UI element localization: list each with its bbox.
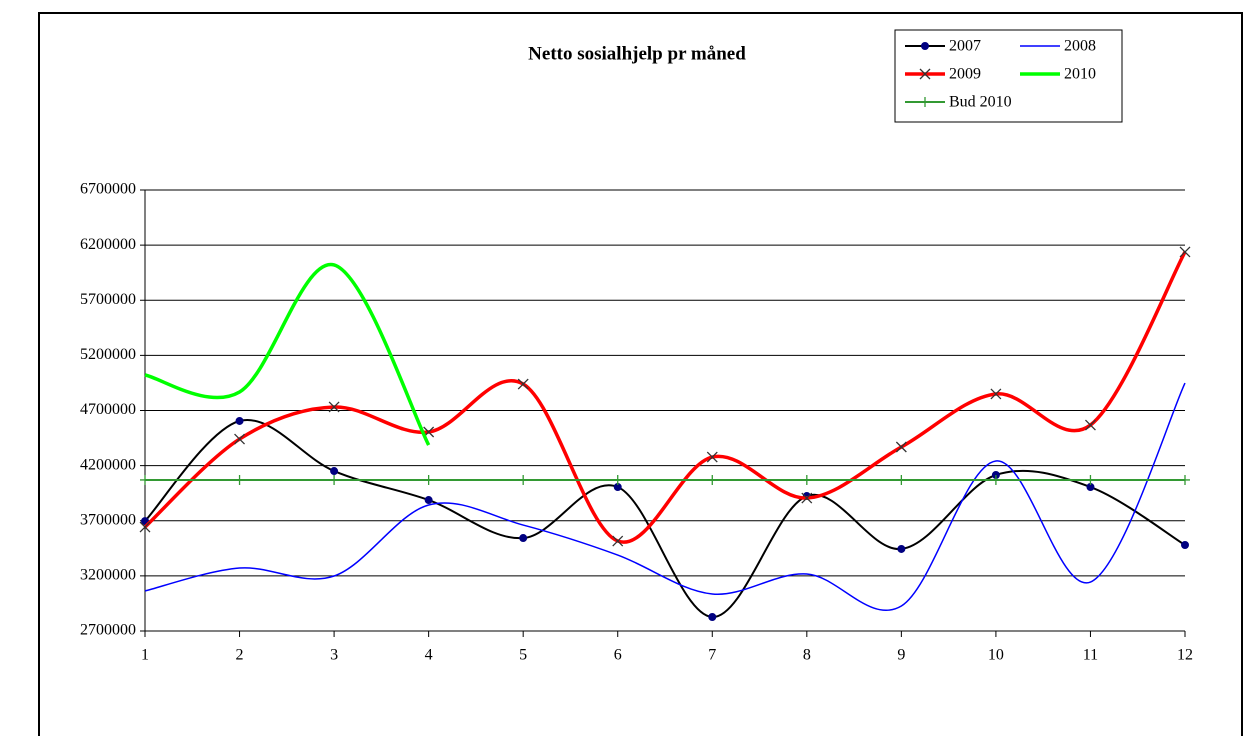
data-point (519, 534, 528, 543)
data-point (612, 535, 624, 547)
x-tick-label: 2 (236, 647, 244, 664)
data-point (897, 544, 906, 553)
data-point (708, 612, 717, 621)
y-tick-label: 4700000 (80, 401, 136, 418)
y-tick-label: 5200000 (80, 346, 136, 363)
data-point (518, 474, 529, 485)
data-point (328, 401, 340, 413)
chart-frame (38, 12, 1243, 736)
data-point (707, 474, 718, 485)
legend-label: 2009 (949, 66, 981, 83)
data-point (801, 492, 813, 504)
series-line (144, 382, 1186, 612)
data-point (612, 474, 623, 485)
x-tick-label: 1 (141, 647, 149, 664)
y-tick-label: 2700000 (80, 622, 136, 639)
data-point (990, 474, 1001, 485)
x-tick-label: 11 (1083, 647, 1098, 664)
data-point (139, 521, 151, 533)
data-point (1181, 541, 1189, 550)
x-tick-label: 5 (519, 647, 527, 664)
data-point (235, 416, 244, 425)
x-tick-label: 4 (425, 647, 433, 664)
data-point (330, 467, 339, 476)
y-tick-label: 5700000 (80, 291, 136, 308)
x-tick-label: 9 (897, 647, 905, 664)
legend-label: 2007 (949, 38, 981, 55)
x-tick-label: 7 (708, 647, 716, 664)
y-tick-label: 3200000 (80, 567, 136, 584)
x-tick-label: 6 (614, 647, 622, 664)
legend-label: 2008 (1064, 38, 1096, 55)
data-point (1179, 246, 1191, 258)
y-tick-label: 3700000 (80, 511, 136, 528)
chart-title: Netto sosialhjelp pr måned (528, 43, 746, 64)
y-tick-label: 6200000 (80, 236, 136, 253)
data-point (234, 433, 246, 445)
x-tick-label: 12 (1177, 647, 1193, 664)
data-point (895, 441, 907, 453)
x-tick-label: 10 (988, 647, 1004, 664)
legend-marker (921, 42, 929, 50)
x-tick-label: 3 (330, 647, 338, 664)
data-point (234, 474, 245, 485)
data-point (801, 474, 812, 485)
legend-marker (919, 68, 931, 80)
series-line (144, 263, 431, 446)
x-tick-label: 8 (803, 647, 811, 664)
data-point (896, 474, 907, 485)
data-point (140, 474, 150, 485)
data-point (517, 378, 529, 390)
data-point (141, 517, 149, 526)
data-point (423, 474, 434, 485)
data-point (706, 451, 718, 463)
data-point (1085, 474, 1096, 485)
legend-marker (920, 97, 930, 107)
legend-label: Bud 2010 (949, 94, 1012, 111)
legend-label: 2010 (1064, 66, 1096, 83)
y-tick-label: 4200000 (80, 456, 136, 473)
data-point (1084, 419, 1096, 431)
data-point (990, 388, 1002, 400)
data-point (1180, 474, 1190, 485)
data-point (424, 496, 433, 505)
y-tick-label: 6700000 (80, 181, 136, 198)
data-point (329, 474, 340, 485)
